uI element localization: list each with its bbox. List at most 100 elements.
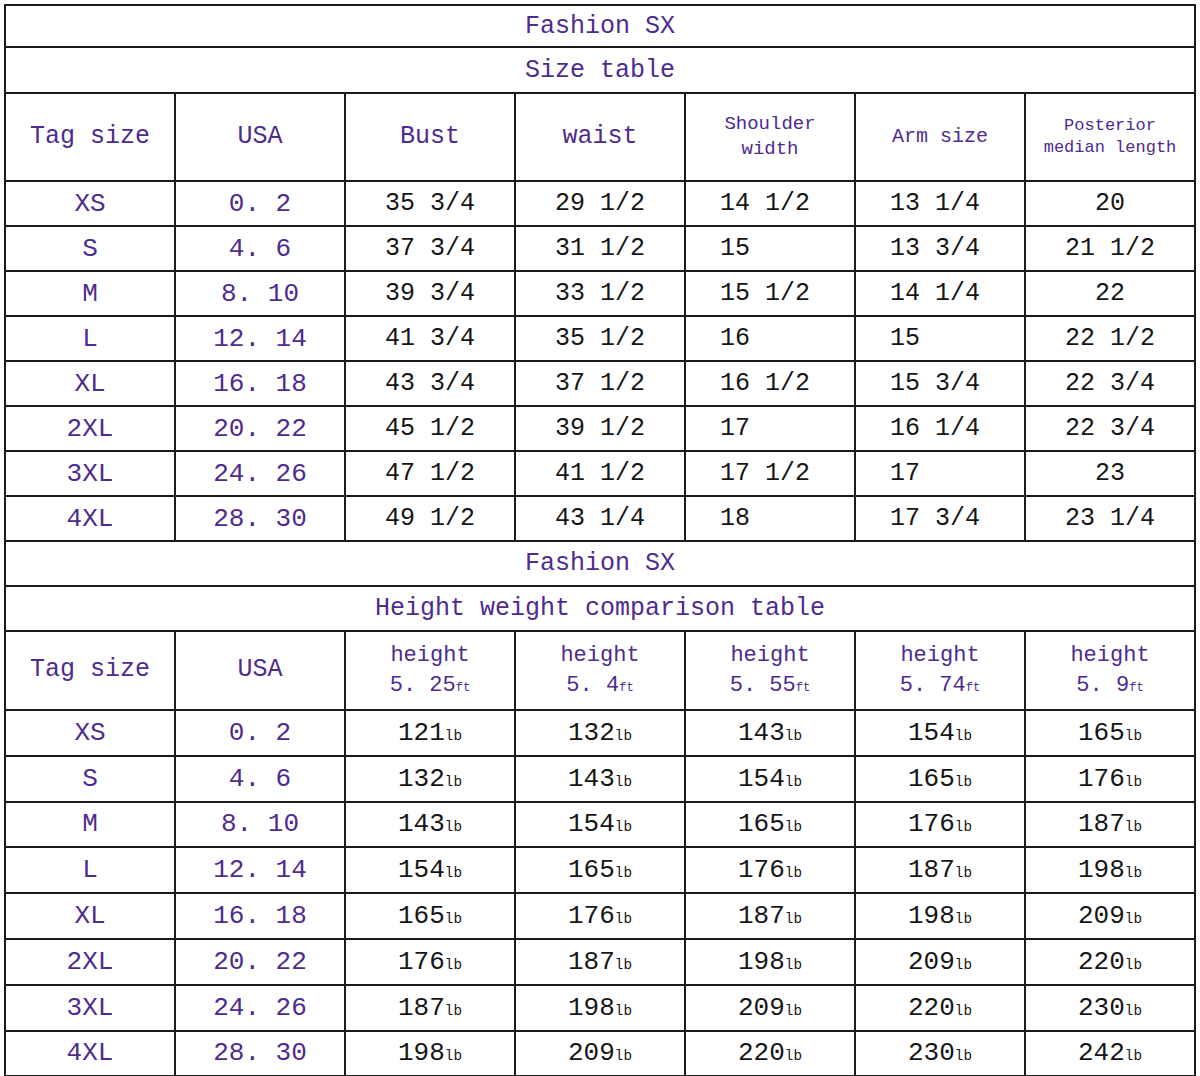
column-header-arm-size: Arm size: [855, 93, 1025, 181]
weight-unit: lb: [955, 957, 972, 973]
weight-unit: lb: [955, 819, 972, 835]
weight-unit: lb: [785, 957, 802, 973]
column-header-height-5-4: height5. 4ft: [515, 631, 685, 710]
usa-cell: 16. 18: [175, 361, 345, 406]
measure-cell: 13 3/4: [855, 226, 1025, 271]
measure-cell: 31 1/2: [515, 226, 685, 271]
size-table-subtitle: Size table: [5, 47, 1195, 93]
weight-unit: lb: [1125, 819, 1142, 835]
weight-unit: lb: [615, 957, 632, 973]
usa-cell: 20. 22: [175, 939, 345, 985]
weight-unit: lb: [785, 1003, 802, 1019]
size-table-row-3xl: 3XL24. 2647 1/241 1/217 1/21723: [5, 451, 1195, 496]
tag-size-cell: 3XL: [5, 451, 175, 496]
weight-unit: lb: [785, 1048, 802, 1064]
height-weight-header-row: Tag sizeUSAheight5. 25ftheight5. 4ftheig…: [5, 631, 1195, 710]
column-header-waist: waist: [515, 93, 685, 181]
tag-size-cell: L: [5, 316, 175, 361]
height-unit: ft: [1129, 681, 1144, 695]
usa-cell: 12. 14: [175, 847, 345, 893]
measure-cell: 41 1/2: [515, 451, 685, 496]
weight-unit: lb: [445, 728, 462, 744]
height-value: 5. 55ft: [686, 671, 854, 701]
measure-cell: 13 1/4: [855, 181, 1025, 226]
size-table-row-s: S4. 637 3/431 1/21513 3/421 1/2: [5, 226, 1195, 271]
measure-cell: 22 3/4: [1025, 361, 1195, 406]
tag-size-cell: 3XL: [5, 985, 175, 1031]
size-table-row-xs: XS0. 235 3/429 1/214 1/213 1/420: [5, 181, 1195, 226]
column-header-tag-size: Tag size: [5, 93, 175, 181]
weight-cell: 187lb: [855, 847, 1025, 893]
measure-cell: 22: [1025, 271, 1195, 316]
weight-cell: 143lb: [345, 802, 515, 848]
weight-unit: lb: [955, 728, 972, 744]
weight-unit: lb: [445, 1003, 462, 1019]
weight-unit: lb: [615, 819, 632, 835]
height-weight-title-row: Fashion SX: [5, 541, 1195, 586]
weight-cell: 187lb: [1025, 802, 1195, 848]
weight-unit: lb: [615, 1003, 632, 1019]
height-weight-table: Fashion SX Height weight comparison tabl…: [4, 540, 1196, 1076]
usa-cell: 4. 6: [175, 226, 345, 271]
weight-unit: lb: [615, 728, 632, 744]
height-value: 5. 25ft: [346, 671, 514, 701]
weight-cell: 154lb: [515, 802, 685, 848]
usa-cell: 20. 22: [175, 406, 345, 451]
weight-unit: lb: [615, 865, 632, 881]
measure-cell: 16 1/2: [685, 361, 855, 406]
measure-cell: 39 3/4: [345, 271, 515, 316]
measure-cell: 39 1/2: [515, 406, 685, 451]
weight-cell: 187lb: [685, 893, 855, 939]
height-value: 5. 4ft: [516, 671, 684, 701]
weight-unit: lb: [615, 774, 632, 790]
size-table-row-2xl: 2XL20. 2245 1/239 1/21716 1/422 3/4: [5, 406, 1195, 451]
usa-cell: 8. 10: [175, 802, 345, 848]
weight-cell: 143lb: [685, 710, 855, 756]
measure-cell: 15: [855, 316, 1025, 361]
weight-cell: 198lb: [345, 1031, 515, 1076]
height-weight-subtitle-row: Height weight comparison table: [5, 586, 1195, 631]
weight-cell: 209lb: [1025, 893, 1195, 939]
tag-size-cell: XS: [5, 181, 175, 226]
size-table-row-xl: XL16. 1843 3/437 1/216 1/215 3/422 3/4: [5, 361, 1195, 406]
weight-cell: 132lb: [515, 710, 685, 756]
weight-unit: lb: [445, 865, 462, 881]
weight-cell: 230lb: [1025, 985, 1195, 1031]
weight-cell: 220lb: [685, 1031, 855, 1076]
usa-cell: 12. 14: [175, 316, 345, 361]
weight-cell: 209lb: [685, 985, 855, 1031]
height-weight-row-m: M8. 10143lb154lb165lb176lb187lb: [5, 802, 1195, 848]
size-table-row-m: M8. 1039 3/433 1/215 1/214 1/422: [5, 271, 1195, 316]
weight-unit: lb: [955, 774, 972, 790]
usa-cell: 0. 2: [175, 181, 345, 226]
measure-cell: 14 1/4: [855, 271, 1025, 316]
measure-cell: 33 1/2: [515, 271, 685, 316]
measure-cell: 29 1/2: [515, 181, 685, 226]
measure-cell: 47 1/2: [345, 451, 515, 496]
weight-cell: 230lb: [855, 1031, 1025, 1076]
size-table-title-row: Fashion SX: [5, 5, 1195, 47]
column-header-height-5-25: height5. 25ft: [345, 631, 515, 710]
height-label: height: [346, 641, 514, 671]
tag-size-cell: 2XL: [5, 406, 175, 451]
weight-unit: lb: [615, 1048, 632, 1064]
size-chart-sheet: Fashion SX Size table Tag sizeUSABustwai…: [0, 0, 1200, 1076]
height-value: 5. 74ft: [856, 671, 1024, 701]
weight-cell: 198lb: [685, 939, 855, 985]
weight-unit: lb: [1125, 1003, 1142, 1019]
height-weight-row-xs: XS0. 2121lb132lb143lb154lb165lb: [5, 710, 1195, 756]
measure-cell: 23 1/4: [1025, 496, 1195, 541]
weight-cell: 176lb: [685, 847, 855, 893]
usa-cell: 4. 6: [175, 756, 345, 802]
weight-cell: 165lb: [685, 802, 855, 848]
weight-unit: lb: [955, 1048, 972, 1064]
height-weight-brand-title: Fashion SX: [5, 541, 1195, 586]
weight-unit: lb: [955, 1003, 972, 1019]
weight-cell: 165lb: [855, 756, 1025, 802]
weight-cell: 154lb: [685, 756, 855, 802]
measure-cell: 37 1/2: [515, 361, 685, 406]
weight-unit: lb: [445, 1048, 462, 1064]
height-value: 5. 9ft: [1026, 671, 1194, 701]
measure-cell: 16: [685, 316, 855, 361]
weight-unit: lb: [445, 774, 462, 790]
